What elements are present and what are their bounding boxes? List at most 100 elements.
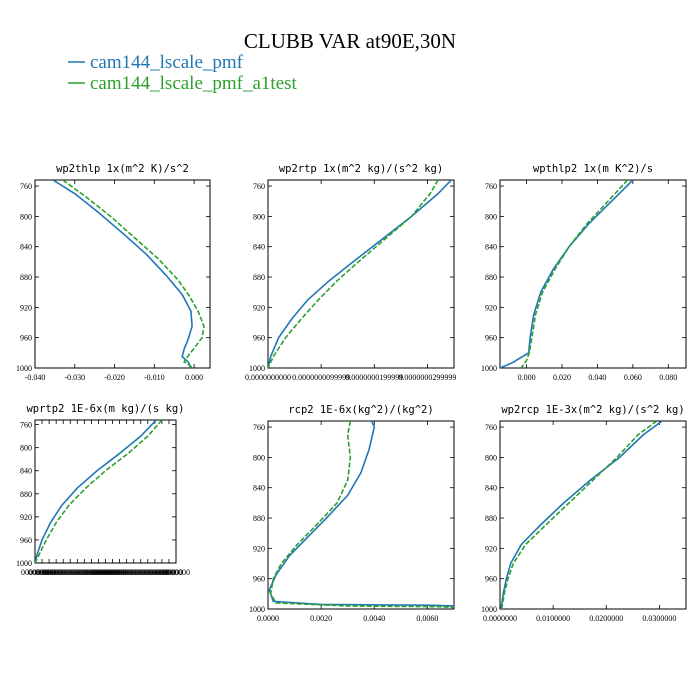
- y-tick-label: 800: [20, 212, 32, 221]
- series-line-1: [268, 180, 452, 368]
- legend: cam144_lscale_pmf cam144_lscale_pmf_a1te…: [68, 52, 298, 94]
- panel-5: rcp2 1E-6x(kg^2)/(kg^2) 760 800 840 880 920 96…: [249, 404, 455, 623]
- x-tick-label: 0000000: [35, 568, 63, 577]
- series-line-1: [268, 421, 454, 607]
- x-tick-label: -0.020: [104, 373, 125, 382]
- x-tick-label: 0000000: [28, 568, 56, 577]
- panel-5-title: rcp2 1E-6x(kg^2)/(kg^2): [288, 404, 433, 416]
- y-tick-label: 800: [485, 453, 497, 462]
- x-tick-label: 0000000: [21, 568, 49, 577]
- y-tick-label: 1000: [481, 364, 497, 373]
- y-tick-label: 1000: [16, 559, 32, 568]
- x-tick-label: 0000000: [162, 568, 190, 577]
- x-tick-label: 0.020: [553, 373, 571, 382]
- x-tick-label: 0000000: [155, 568, 183, 577]
- y-tick-label: 840: [20, 243, 32, 252]
- y-tick-label: 880: [485, 273, 497, 282]
- x-tick-label: 0.040: [588, 373, 606, 382]
- y-tick-label: 840: [20, 467, 32, 476]
- y-tick-label: 880: [20, 490, 32, 499]
- y-tick-label: 960: [20, 536, 32, 545]
- panel-4: wprtp2 1E-6x(m kg)/(s kg) 760 800 840 880 920…: [16, 403, 190, 577]
- series-line-2: [520, 180, 629, 368]
- y-tick-label: 960: [253, 334, 265, 343]
- x-tick-label: 0.0040: [363, 614, 385, 623]
- panel-6-frame: [499, 420, 687, 610]
- x-tick-label: 0000000: [77, 568, 105, 577]
- y-tick-label: 800: [20, 444, 32, 453]
- x-tick-label: -0.030: [64, 373, 85, 382]
- x-tick-label: 0000000: [134, 568, 162, 577]
- y-tick-label: 1000: [16, 364, 32, 373]
- x-tick-label: 0.0100000: [536, 614, 570, 623]
- legend-entry-1: cam144_lscale_pmf: [68, 52, 244, 73]
- y-tick-label: 960: [253, 575, 265, 584]
- y-tick-label: 920: [485, 303, 497, 312]
- x-tick-label: 0.0000000: [483, 614, 517, 623]
- y-tick-label: 760: [253, 423, 265, 432]
- x-tick-label: 0000000: [70, 568, 98, 577]
- x-tick-label: 0.0000000000: [245, 373, 291, 382]
- series-line-2: [500, 421, 658, 609]
- y-tick-label: 920: [20, 513, 32, 522]
- x-tick-label: 0.0000000099999: [292, 373, 350, 382]
- y-tick-label: 920: [485, 544, 497, 553]
- y-tick-label: 1000: [249, 605, 265, 614]
- panel-1-title: wp2thlp 1x(m^2 K)/s^2: [56, 163, 189, 175]
- y-tick-label: 760: [20, 182, 32, 191]
- y-tick-label: 1000: [481, 605, 497, 614]
- y-tick-label: 800: [485, 212, 497, 221]
- series-line-1: [35, 420, 157, 563]
- x-tick-label: 0000000: [99, 568, 127, 577]
- series-line-1: [500, 421, 663, 609]
- panel-3: wpthlp2 1x(m K^2)/s 760 800 840 880 920 960 100…: [481, 163, 687, 382]
- panel-3-frame: [499, 179, 687, 369]
- y-tick-label: 960: [485, 334, 497, 343]
- x-tick-label: 0.000: [518, 373, 536, 382]
- x-tick-label: 0000000: [120, 568, 148, 577]
- y-tick-label: 960: [485, 575, 497, 584]
- series-line-2: [35, 420, 163, 563]
- y-tick-label: 880: [253, 514, 265, 523]
- x-tick-label: 0.0020: [310, 614, 332, 623]
- panel-1-frame: [34, 179, 211, 369]
- y-tick-label: 800: [253, 212, 265, 221]
- series-line-2: [62, 180, 205, 368]
- x-tick-label: 0000000: [49, 568, 77, 577]
- y-tick-label: 920: [253, 303, 265, 312]
- x-tick-label: 0000000: [63, 568, 91, 577]
- panel-2-title: wp2rtp 1x(m^2 kg)/(s^2 kg): [279, 163, 443, 175]
- x-tick-label: 0000000: [141, 568, 169, 577]
- y-tick-label: 1000: [249, 364, 265, 373]
- y-tick-label: 880: [485, 514, 497, 523]
- y-tick-label: 760: [485, 182, 497, 191]
- figure-title: CLUBB VAR at90E,30N: [244, 29, 456, 53]
- x-tick-label: 0.080: [659, 373, 677, 382]
- y-tick-label: 840: [485, 484, 497, 493]
- x-tick-label: 0000000: [42, 568, 70, 577]
- panel-2: wp2rtp 1x(m^2 kg)/(s^2 kg) 760 800 840 880 92…: [245, 163, 456, 382]
- y-tick-label: 960: [20, 334, 32, 343]
- y-tick-label: 760: [20, 421, 32, 430]
- legend-label-1: cam144_lscale_pmf: [90, 52, 244, 73]
- x-tick-label: 0000000: [56, 568, 84, 577]
- y-tick-label: 760: [253, 182, 265, 191]
- y-tick-label: 880: [20, 273, 32, 282]
- panel-1: wp2thlp 1x(m^2 K)/s^2 760 800 840 880 920 960 1…: [16, 163, 211, 382]
- x-tick-label: 0.0300000: [642, 614, 676, 623]
- y-tick-label: 760: [485, 423, 497, 432]
- x-tick-label: -0.010: [144, 373, 165, 382]
- panel-2-frame: [267, 179, 455, 369]
- x-tick-label: 0000000: [106, 568, 134, 577]
- y-tick-label: 840: [253, 243, 265, 252]
- panel-4-title: wprtp2 1E-6x(m kg)/(s kg): [26, 403, 184, 415]
- x-tick-label: 0.000: [185, 373, 203, 382]
- series-line-1: [500, 180, 634, 368]
- x-tick-label: 0.060: [624, 373, 642, 382]
- panel-5-frame: [267, 420, 455, 610]
- x-tick-label: 0.0000000199999: [345, 373, 403, 382]
- x-tick-label: 0.0200000: [589, 614, 623, 623]
- series-line-2: [269, 421, 454, 609]
- series-line-2: [268, 180, 439, 368]
